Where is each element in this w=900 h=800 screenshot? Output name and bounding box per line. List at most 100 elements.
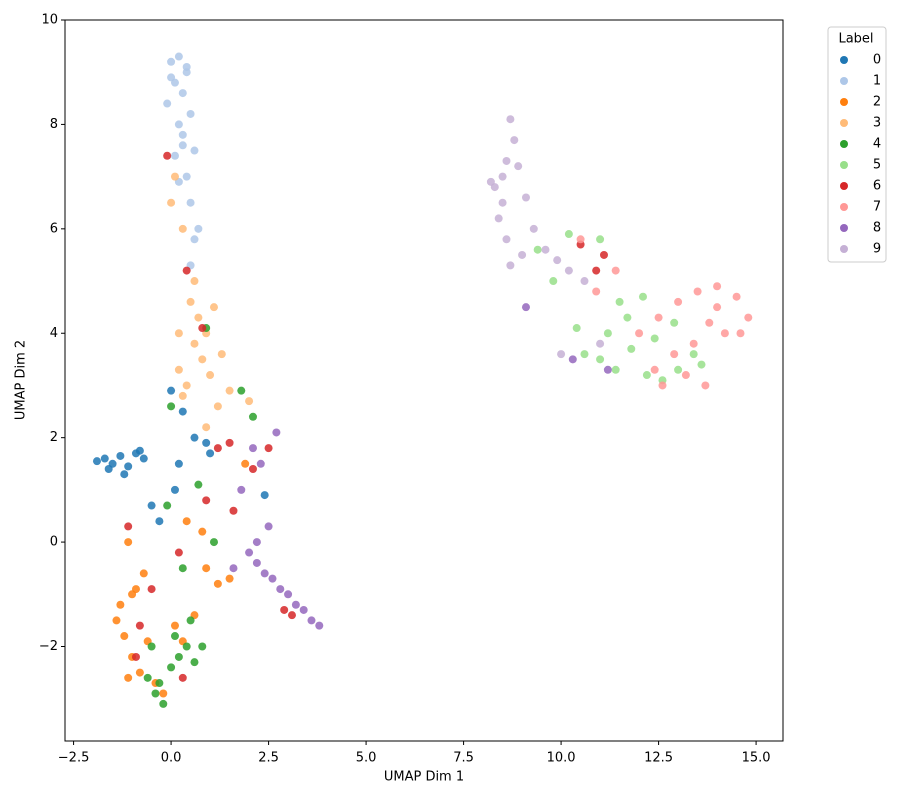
point [190,277,199,286]
point [568,355,577,364]
point [174,329,183,338]
point [541,245,550,254]
point [190,658,199,667]
point [194,480,203,489]
point [596,339,605,348]
point [135,446,144,455]
point [186,616,195,625]
point [713,282,722,291]
point [190,433,199,442]
point [518,250,527,259]
point [603,329,612,338]
point [521,303,530,312]
point [213,402,222,411]
point [245,548,254,557]
point [264,522,273,531]
point [170,151,179,160]
point [143,673,152,682]
point [248,444,257,453]
point [182,381,191,390]
point [225,438,234,447]
point [178,391,187,400]
point [182,266,191,275]
legend-label: 0 [873,53,881,68]
point [670,350,679,359]
point [186,297,195,306]
point [209,303,218,312]
point [198,324,207,333]
point [163,99,172,108]
point [689,339,698,348]
point [206,449,215,458]
point [705,318,714,327]
x-tick-label: 5.0 [356,751,377,766]
point [182,172,191,181]
point [170,172,179,181]
point [510,136,519,145]
point [256,459,265,468]
plot-area [92,52,753,708]
point [213,444,222,453]
point [245,397,254,406]
legend-marker [840,182,848,190]
point [280,605,289,614]
point [580,277,589,286]
point [178,673,187,682]
point [92,457,101,466]
point [124,522,133,531]
point [198,355,207,364]
point [202,564,211,573]
point [174,52,183,61]
point [260,569,269,578]
point [272,428,281,437]
point [623,313,632,322]
point [697,360,706,369]
point [635,329,644,338]
point [170,485,179,494]
point [241,459,250,468]
point [502,235,511,244]
point [638,292,647,301]
point [135,668,144,677]
point [159,689,168,698]
point [128,590,137,599]
legend-marker [840,203,848,211]
point [229,564,238,573]
point [178,407,187,416]
point [174,459,183,468]
legend-box [827,26,887,263]
legend-marker [840,224,848,232]
point [229,506,238,515]
point [506,261,515,270]
x-tick-label: 7.5 [453,751,474,766]
point [264,444,273,453]
point [178,130,187,139]
y-tick-label: 0 [50,535,58,550]
point [553,256,562,265]
point [650,365,659,374]
point [167,386,176,395]
point [693,287,702,296]
point [225,386,234,395]
x-tick-label: 10.0 [547,751,576,766]
point [599,250,608,259]
point [167,73,176,82]
point [252,538,261,547]
point [190,146,199,155]
point [529,224,538,233]
legend-label: 7 [873,200,881,215]
point [198,527,207,536]
y-axis-label: UMAP Dim 2 [14,340,29,420]
point [276,585,285,594]
point [155,679,164,688]
point [178,89,187,98]
point [120,632,129,641]
point [116,600,125,609]
point [120,470,129,479]
point [174,548,183,557]
point [287,611,296,620]
point [135,621,144,630]
legend-title: Label [838,32,873,47]
point [642,371,651,380]
